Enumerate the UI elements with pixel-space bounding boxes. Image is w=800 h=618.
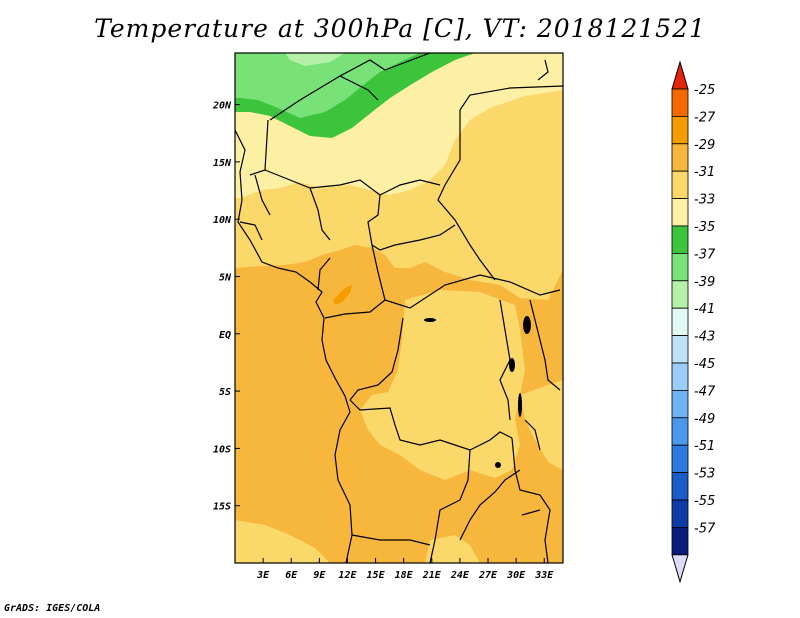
colorbar-label: -31 xyxy=(694,165,715,180)
colorbar-label: -35 xyxy=(694,220,715,235)
field-39-41 xyxy=(285,53,345,66)
colorbar-segment xyxy=(671,417,689,446)
colorbar-label: -57 xyxy=(694,521,716,536)
lon-tick-label: 24E xyxy=(450,570,470,581)
lat-tick-label: 5S xyxy=(219,387,231,398)
colorbar-segment xyxy=(671,170,689,199)
lon-tick-label: 33E xyxy=(534,570,554,581)
colorbar-label: -49 xyxy=(694,412,715,427)
colorbar-label: -55 xyxy=(694,494,715,509)
field-31-33-sw xyxy=(235,520,330,563)
lon-tick-label: 12E xyxy=(338,570,357,581)
lon-tick-label: 27E xyxy=(478,570,498,581)
colorbar-label: -37 xyxy=(694,247,716,262)
colorbar-segment xyxy=(671,116,689,145)
lon-axis: 3E 6E 9E 12E 15E 18E 21E 24E 27E 30E 33E xyxy=(256,558,554,581)
lat-tick-label: 15S xyxy=(213,502,231,513)
colorbar-segment xyxy=(671,280,689,309)
field-37-39 xyxy=(235,53,420,118)
field-27-29 xyxy=(333,285,352,305)
colorbar-top-arrow xyxy=(671,60,689,90)
colorbar-label: -53 xyxy=(694,467,715,482)
field-31-33-s xyxy=(425,535,480,563)
colorbar-label: -47 xyxy=(694,384,716,399)
colorbar-segment xyxy=(671,444,689,474)
map-frame xyxy=(234,52,564,564)
colorbar-segment xyxy=(671,307,689,337)
lon-tick-label: 15E xyxy=(367,570,386,581)
colorbar-segment xyxy=(671,499,689,528)
colorbar-segment xyxy=(671,362,689,391)
colorbar-segment xyxy=(671,198,689,227)
colorbar-segment xyxy=(671,335,689,364)
colorbar-label: -33 xyxy=(694,193,715,208)
lat-tick-label: 5N xyxy=(219,272,232,283)
colorbar-segment xyxy=(671,389,689,419)
lat-tick-label: 20N xyxy=(212,101,232,112)
colorbar-label: -41 xyxy=(694,302,715,317)
colorbar-label: -25 xyxy=(694,83,715,98)
colorbar-segment xyxy=(671,143,689,172)
field-31-33-south-b xyxy=(520,380,563,470)
field-31-33-south-a xyxy=(360,290,525,480)
lon-tick-label: 21E xyxy=(422,570,442,581)
grads-credit: GrADS: IGES/COLA xyxy=(4,603,101,614)
country-borders xyxy=(235,53,563,563)
lat-axis: 20N 15N 10N 5N EQ 5S 10S 15S xyxy=(212,101,240,513)
lon-tick-label: 9E xyxy=(313,570,326,581)
lon-tick-label: 30E xyxy=(506,570,526,581)
colorbar-segment xyxy=(671,527,689,556)
lat-tick-label: 10N xyxy=(213,215,232,226)
colorbar-label: -27 xyxy=(694,110,716,125)
colorbar-label: -45 xyxy=(694,357,715,372)
lakes xyxy=(424,316,531,468)
colorbar-label: -39 xyxy=(694,275,715,290)
lat-tick-label: 10S xyxy=(213,444,231,455)
colorbar-label: -29 xyxy=(694,138,715,153)
chart-title: Temperature at 300hPa [C], VT: 201812152… xyxy=(94,14,706,43)
colorbar: -25 -27 -29 -31 -33 -35 -37 -39 -41 -43 -45 -47 -49 -… xyxy=(671,60,716,584)
colorbar-label: -51 xyxy=(694,439,715,454)
colorbar-segment xyxy=(671,472,689,501)
colorbar-segment xyxy=(671,88,689,117)
lat-tick-label: 15N xyxy=(213,158,232,169)
lon-tick-label: 6E xyxy=(285,570,298,581)
colorbar-segment xyxy=(671,252,689,282)
colorbar-bottom-arrow xyxy=(671,554,689,584)
temperature-field xyxy=(235,53,563,563)
lon-tick-label: 18E xyxy=(395,570,414,581)
lon-tick-label: 3E xyxy=(256,570,270,581)
lat-tick-label: EQ xyxy=(219,330,231,341)
colorbar-label: -43 xyxy=(694,330,715,345)
colorbar-segment xyxy=(671,225,689,254)
